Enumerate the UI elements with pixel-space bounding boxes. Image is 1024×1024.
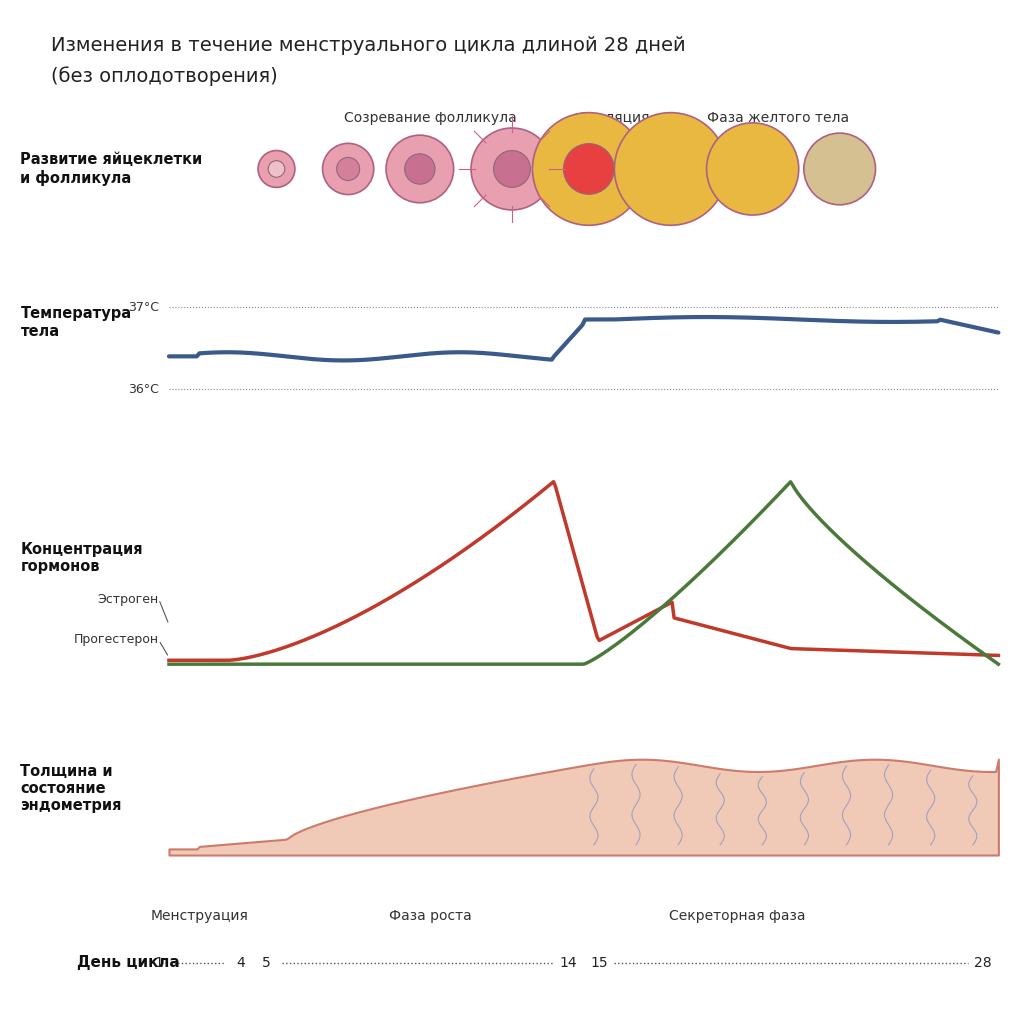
Circle shape (404, 154, 435, 184)
Circle shape (323, 143, 374, 195)
Circle shape (707, 123, 799, 215)
Text: 37°C: 37°C (128, 301, 159, 313)
Text: Фаза роста: Фаза роста (389, 909, 471, 924)
Text: Фаза желтого тела: Фаза желтого тела (708, 111, 849, 125)
Text: 28: 28 (974, 955, 992, 970)
Text: Менструация: Менструация (151, 909, 249, 924)
Text: Изменения в течение менструального цикла длиной 28 дней: Изменения в течение менструального цикла… (51, 36, 686, 55)
Text: Прогестерон: Прогестерон (74, 634, 159, 646)
Circle shape (258, 151, 295, 187)
Circle shape (804, 133, 876, 205)
Text: Овуляция: Овуляция (579, 111, 650, 125)
Circle shape (268, 161, 285, 177)
Text: Созревание фолликула: Созревание фолликула (344, 111, 516, 125)
Circle shape (563, 143, 614, 195)
Text: Секреторная фаза: Секреторная фаза (669, 909, 806, 924)
Circle shape (614, 113, 727, 225)
Text: Толщина и
состояние
эндометрия: Толщина и состояние эндометрия (20, 764, 122, 813)
Text: 36°C: 36°C (128, 383, 159, 395)
Text: 14: 14 (559, 955, 578, 970)
Text: Развитие яйцеклетки
и фолликула: Развитие яйцеклетки и фолликула (20, 153, 203, 185)
Text: Температура
тела: Температура тела (20, 306, 132, 339)
Text: (без оплодотворения): (без оплодотворения) (51, 67, 278, 86)
Text: 1: 1 (155, 955, 163, 970)
Circle shape (471, 128, 553, 210)
Circle shape (494, 151, 530, 187)
Text: 4: 4 (237, 955, 245, 970)
Circle shape (386, 135, 454, 203)
Text: 15: 15 (590, 955, 608, 970)
Text: 5: 5 (262, 955, 270, 970)
Circle shape (337, 158, 359, 180)
Text: Эстроген: Эстроген (97, 593, 159, 605)
Text: Концентрация
гормонов: Концентрация гормонов (20, 542, 143, 574)
Circle shape (532, 113, 645, 225)
Text: День цикла: День цикла (77, 955, 179, 970)
